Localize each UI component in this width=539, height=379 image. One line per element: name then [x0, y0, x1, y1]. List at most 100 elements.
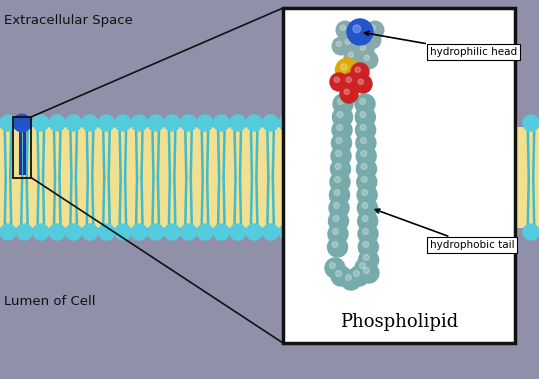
- Text: hydrophilic head: hydrophilic head: [364, 31, 517, 57]
- Circle shape: [328, 211, 349, 231]
- Circle shape: [360, 45, 365, 50]
- Circle shape: [332, 241, 338, 247]
- Circle shape: [340, 25, 345, 30]
- Circle shape: [334, 77, 340, 83]
- Circle shape: [523, 224, 539, 240]
- Circle shape: [335, 58, 358, 81]
- Circle shape: [99, 224, 114, 240]
- Circle shape: [345, 274, 351, 280]
- Circle shape: [348, 52, 354, 58]
- Circle shape: [501, 224, 517, 240]
- Circle shape: [353, 25, 361, 33]
- Circle shape: [197, 224, 213, 240]
- Circle shape: [523, 115, 539, 131]
- Circle shape: [99, 115, 114, 131]
- Circle shape: [501, 115, 517, 131]
- Circle shape: [49, 115, 65, 131]
- Circle shape: [335, 163, 341, 169]
- Circle shape: [344, 89, 349, 94]
- Circle shape: [356, 146, 376, 166]
- Circle shape: [330, 172, 350, 192]
- Circle shape: [66, 224, 81, 240]
- Circle shape: [360, 124, 366, 130]
- Circle shape: [246, 224, 262, 240]
- Circle shape: [346, 77, 351, 83]
- Circle shape: [181, 115, 197, 131]
- Circle shape: [357, 185, 377, 205]
- Circle shape: [333, 216, 339, 221]
- Circle shape: [357, 172, 377, 192]
- Circle shape: [358, 237, 378, 257]
- Text: Extracellular Space: Extracellular Space: [4, 14, 133, 27]
- Text: Phospholipid: Phospholipid: [340, 313, 458, 331]
- Circle shape: [359, 263, 379, 283]
- Circle shape: [16, 224, 32, 240]
- Circle shape: [360, 263, 365, 268]
- Circle shape: [361, 150, 367, 157]
- Circle shape: [357, 198, 377, 218]
- Circle shape: [355, 107, 375, 127]
- Circle shape: [356, 159, 377, 179]
- Circle shape: [363, 229, 369, 235]
- Circle shape: [33, 224, 49, 240]
- Circle shape: [362, 216, 368, 221]
- Circle shape: [82, 115, 98, 131]
- Circle shape: [0, 224, 16, 240]
- Circle shape: [336, 21, 354, 39]
- Bar: [283, 8, 515, 343]
- Circle shape: [363, 31, 381, 49]
- Circle shape: [332, 120, 352, 140]
- Circle shape: [356, 120, 376, 140]
- Circle shape: [335, 177, 341, 183]
- Circle shape: [213, 115, 230, 131]
- Circle shape: [230, 115, 246, 131]
- Bar: [13, 117, 31, 177]
- Circle shape: [132, 115, 147, 131]
- Circle shape: [331, 266, 351, 286]
- Circle shape: [115, 115, 131, 131]
- Circle shape: [360, 51, 378, 69]
- Circle shape: [336, 41, 341, 47]
- Bar: [0, 127, 295, 228]
- Circle shape: [347, 19, 373, 45]
- Circle shape: [480, 115, 496, 131]
- Circle shape: [363, 255, 369, 260]
- Circle shape: [332, 37, 350, 55]
- Circle shape: [341, 64, 348, 70]
- Circle shape: [366, 21, 384, 39]
- Circle shape: [16, 115, 32, 131]
- Circle shape: [333, 229, 338, 235]
- Circle shape: [363, 241, 369, 247]
- Circle shape: [164, 224, 180, 240]
- Circle shape: [333, 107, 353, 127]
- Circle shape: [181, 224, 197, 240]
- Circle shape: [148, 115, 164, 131]
- Circle shape: [354, 271, 360, 277]
- Text: Lumen of Cell: Lumen of Cell: [4, 295, 95, 308]
- Circle shape: [325, 258, 345, 278]
- Circle shape: [337, 111, 343, 117]
- Circle shape: [361, 177, 367, 183]
- Circle shape: [345, 39, 350, 44]
- Circle shape: [360, 111, 366, 117]
- Circle shape: [340, 85, 358, 103]
- Circle shape: [355, 67, 361, 72]
- Circle shape: [329, 185, 349, 205]
- Circle shape: [356, 133, 376, 153]
- Circle shape: [361, 163, 367, 169]
- Circle shape: [358, 224, 378, 244]
- Circle shape: [279, 224, 295, 240]
- Circle shape: [0, 115, 16, 131]
- Circle shape: [334, 202, 340, 208]
- Circle shape: [362, 190, 368, 196]
- Circle shape: [334, 190, 340, 196]
- Circle shape: [246, 115, 262, 131]
- Circle shape: [331, 133, 351, 153]
- Circle shape: [351, 63, 369, 81]
- Circle shape: [279, 115, 295, 131]
- Circle shape: [132, 224, 147, 240]
- Circle shape: [335, 150, 342, 157]
- Circle shape: [367, 35, 372, 41]
- Circle shape: [363, 268, 369, 274]
- Circle shape: [329, 263, 335, 268]
